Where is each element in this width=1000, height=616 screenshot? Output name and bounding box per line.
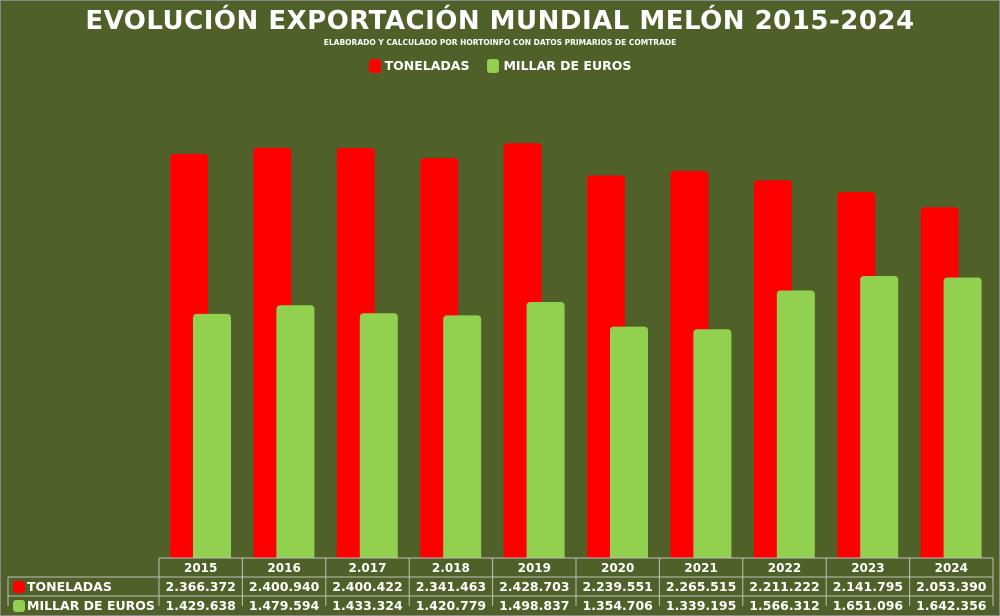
table-cell: 1.651.096 bbox=[833, 598, 904, 613]
table-cell: 2.265.515 bbox=[666, 579, 736, 594]
category-label: 2019 bbox=[518, 561, 551, 575]
category-label: 2024 bbox=[935, 561, 968, 575]
category-label: 2.017 bbox=[349, 561, 387, 575]
category-label: 2023 bbox=[851, 561, 884, 575]
legend-item-toneladas: TONELADAS bbox=[368, 58, 470, 73]
category-label: 2016 bbox=[267, 561, 300, 575]
chart-subtitle: ELABORADO Y CALCULADO POR HORTOINFO CON … bbox=[323, 38, 677, 47]
table-cell: 2.400.422 bbox=[332, 579, 402, 594]
table-cell: 1.420.779 bbox=[416, 598, 486, 613]
bar-millar-de-euros-2015 bbox=[193, 313, 231, 558]
legend-swatch-toneladas bbox=[368, 58, 381, 73]
bar-millar-de-euros-2022 bbox=[776, 290, 815, 558]
category-label: 2021 bbox=[684, 561, 717, 575]
bar-millar-de-euros-2.018 bbox=[443, 315, 482, 558]
legend-label-millar-de-euros: MILLAR DE EUROS bbox=[503, 58, 632, 73]
legend-item-millar-de-euros: MILLAR DE EUROS bbox=[487, 58, 631, 73]
category-label: 2022 bbox=[768, 561, 801, 575]
category-label: 2015 bbox=[184, 561, 217, 575]
bar-millar-de-euros-2024 bbox=[943, 277, 982, 558]
legend: TONELADAS MILLAR DE EUROS bbox=[0, 58, 1000, 73]
table-cell: 2.341.463 bbox=[416, 579, 486, 594]
table-cell: 2.211.222 bbox=[749, 579, 819, 594]
table-legend-key bbox=[13, 600, 25, 612]
table-cell: 1.479.594 bbox=[249, 598, 320, 613]
table-row-label: TONELADAS bbox=[27, 579, 112, 594]
legend-swatch-millar-de-euros bbox=[487, 58, 500, 73]
table-cell: 2.053.390 bbox=[916, 579, 987, 594]
table-legend-key bbox=[13, 581, 25, 593]
table-cell: 1.339.195 bbox=[666, 598, 736, 613]
table-row-label: MILLAR DE EUROS bbox=[27, 598, 155, 613]
bar-millar-de-euros-2023 bbox=[860, 275, 899, 558]
table-cell: 1.354.706 bbox=[583, 598, 654, 613]
table-cell: 1.642.356 bbox=[916, 598, 987, 613]
bar-millar-de-euros-2019 bbox=[526, 301, 565, 558]
table-cell: 1.433.324 bbox=[332, 598, 403, 613]
chart-title: EVOLUCIÓN EXPORTACIÓN MUNDIAL MELÓN 2015… bbox=[85, 6, 915, 36]
data-table bbox=[7, 557, 994, 606]
bar-millar-de-euros-2016 bbox=[276, 305, 315, 558]
bar-millar-de-euros-2021 bbox=[693, 329, 732, 558]
category-label: 2020 bbox=[601, 561, 634, 575]
table-cell: 1.498.837 bbox=[499, 598, 569, 613]
bar-millar-de-euros-2020 bbox=[610, 326, 648, 558]
table-cell: 2.366.372 bbox=[166, 579, 236, 594]
table-cell: 1.429.638 bbox=[166, 598, 236, 613]
table-cell: 2.239.551 bbox=[583, 579, 653, 594]
category-label: 2.018 bbox=[432, 561, 470, 575]
table-cell: 2.400.940 bbox=[249, 579, 320, 594]
table-cell: 1.566.312 bbox=[749, 598, 819, 613]
series-millar-de-euros bbox=[193, 275, 982, 558]
legend-label-toneladas: TONELADAS bbox=[384, 58, 470, 73]
bar-millar-de-euros-2.017 bbox=[359, 313, 398, 558]
table-cell: 2.141.795 bbox=[833, 579, 903, 594]
table-cell: 2.428.703 bbox=[499, 579, 569, 594]
